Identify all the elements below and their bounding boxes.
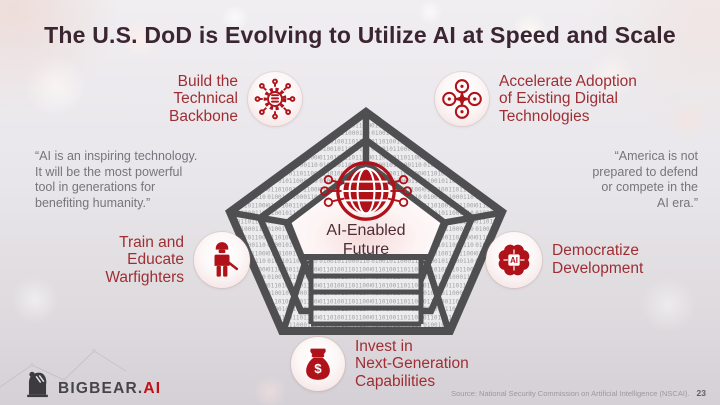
bear-logo-icon bbox=[27, 371, 48, 398]
drone-icon bbox=[435, 72, 489, 126]
logo-text: BIGBEAR.AI bbox=[58, 379, 162, 400]
callout-label: Accelerate Adoption of Existing Digital … bbox=[499, 72, 637, 125]
center-label: AI-Enabled Future bbox=[326, 222, 406, 258]
svg-text:$: $ bbox=[314, 361, 322, 376]
soldier-icon bbox=[194, 232, 250, 288]
quote-left: “AI is an inspiring technology. It will … bbox=[35, 149, 198, 210]
logo-main: BIGBEAR. bbox=[58, 379, 144, 397]
chip-circuit-icon bbox=[248, 72, 302, 126]
callout-train-educate-warfighters: Train and Educate Warfighters bbox=[105, 232, 250, 288]
source-text: Source: National Security Commission on … bbox=[451, 389, 690, 398]
callout-democratize-development: AI Democratize Development bbox=[486, 232, 643, 288]
ai-brain-chip-icon: AI bbox=[486, 232, 542, 288]
quote-right: “America is not prepared to defend or co… bbox=[592, 149, 698, 210]
slide-title: The U.S. DoD is Evolving to Utilize AI a… bbox=[44, 22, 676, 48]
callout-invest-next-generation: $ Invest in Next-Generation Capabilities bbox=[291, 337, 469, 391]
callout-label: Democratize Development bbox=[552, 242, 644, 277]
source-line: Source: National Security Commission on … bbox=[451, 388, 706, 398]
network-lines-decoration bbox=[0, 349, 127, 388]
page-number: 23 bbox=[696, 388, 706, 398]
pentagon-bottom-rows bbox=[308, 257, 424, 327]
pentagon-graphic: 0110100110110001 1101001011000110 bbox=[225, 107, 507, 335]
pentagon-corridors bbox=[231, 114, 501, 330]
globe-network-icon bbox=[319, 161, 413, 221]
callout-accelerate-adoption: Accelerate Adoption of Existing Digital … bbox=[435, 72, 637, 126]
logo-bigbear-ai: BIGBEAR.AI bbox=[24, 368, 161, 399]
callout-label: Train and Educate Warfighters bbox=[105, 233, 184, 286]
callout-label: Build the Technical Backbone bbox=[169, 72, 238, 125]
money-bag-icon: $ bbox=[291, 337, 345, 391]
ai-chip-label: AI bbox=[510, 256, 518, 265]
callout-label: Invest in Next-Generation Capabilities bbox=[355, 337, 469, 390]
logo-accent: AI bbox=[143, 379, 162, 397]
callout-build-technical-backbone: Build the Technical Backbone bbox=[169, 72, 302, 126]
